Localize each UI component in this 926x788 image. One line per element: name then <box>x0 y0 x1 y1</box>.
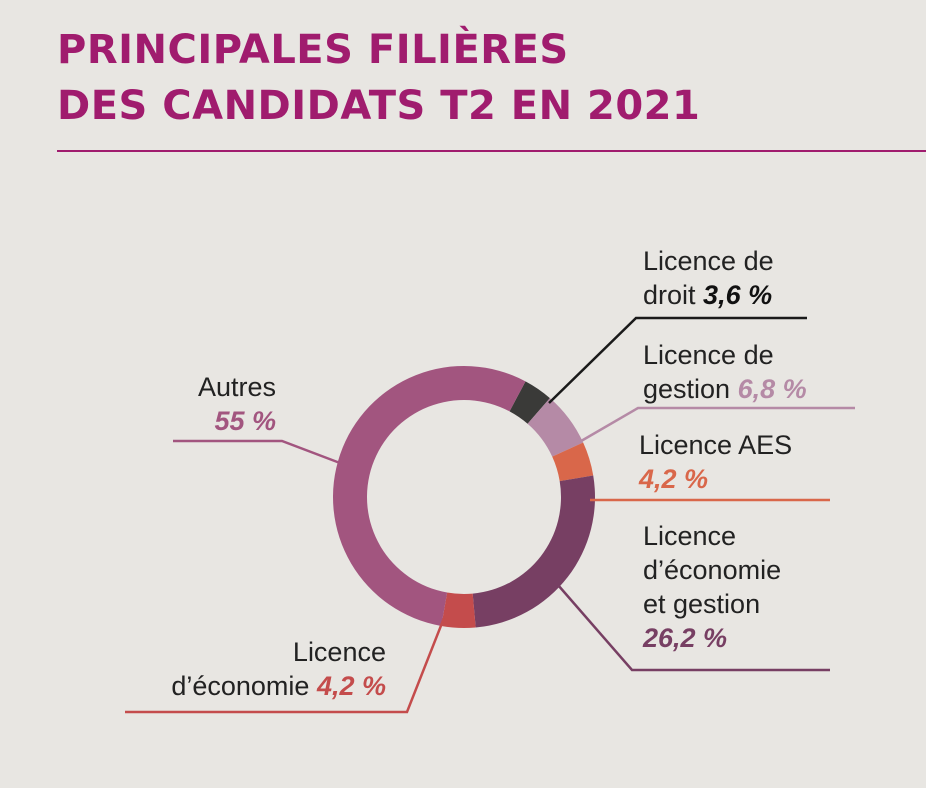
label-licence-eco-gestion: Licence d’économie et gestion 26,2 % <box>643 519 781 655</box>
label-autres-pct: 55 % <box>214 406 276 436</box>
title-divider <box>57 150 926 152</box>
label-licence-gestion: Licence de gestion 6,8 % <box>643 338 807 406</box>
label-economie-pct: 4,2 % <box>316 671 386 701</box>
label-economie-line1: Licence <box>292 637 386 667</box>
label-licence-economie: Licence d’économie 4,2 % <box>171 635 386 703</box>
leader-line-economie <box>125 617 446 714</box>
label-eco-gestion-line2: d’économie <box>643 555 782 585</box>
title-line-1: PRINCIPALES FILIÈRES <box>57 27 569 73</box>
donut-slice-licence-de-gestion <box>527 398 584 457</box>
label-licence-droit: Licence de droit 3,6 % <box>643 244 774 312</box>
label-gestion-pct: 6,8 % <box>737 374 807 404</box>
label-eco-gestion-pct: 26,2 % <box>643 623 728 653</box>
leader-line-droit <box>548 316 807 404</box>
donut-slice-autres <box>333 366 526 627</box>
label-droit-line2: droit <box>643 280 696 310</box>
page-title: PRINCIPALES FILIÈRES DES CANDIDATS T2 EN… <box>57 22 700 134</box>
donut-slice-licence-de-droit <box>509 381 550 424</box>
donut-slice-licence-d-conomie-et-gestion <box>472 475 596 628</box>
label-aes-pct: 4,2 % <box>639 464 709 494</box>
label-autres: Autres 55 % <box>198 370 276 438</box>
leader-line-gestion <box>575 406 855 446</box>
label-gestion-line2: gestion <box>643 374 731 404</box>
label-gestion-line1: Licence de <box>643 340 774 370</box>
label-droit-pct: 3,6 % <box>703 280 773 310</box>
label-licence-aes: Licence AES 4,2 % <box>639 428 792 496</box>
label-droit-line1: Licence de <box>643 246 774 276</box>
label-economie-line2: d’économie <box>171 671 310 701</box>
donut-slice-licence-d-conomie <box>441 592 476 628</box>
donut-slice-licence-aes <box>552 442 594 482</box>
label-aes-line1: Licence AES <box>639 430 793 460</box>
leader-line-autres <box>173 439 341 465</box>
leader-line-eco-gestion <box>557 584 830 672</box>
label-eco-gestion-line3: et gestion <box>643 589 761 619</box>
title-line-2: DES CANDIDATS T2 EN 2021 <box>57 83 701 129</box>
label-eco-gestion-line1: Licence <box>643 521 737 551</box>
label-autres-line1: Autres <box>197 372 276 402</box>
